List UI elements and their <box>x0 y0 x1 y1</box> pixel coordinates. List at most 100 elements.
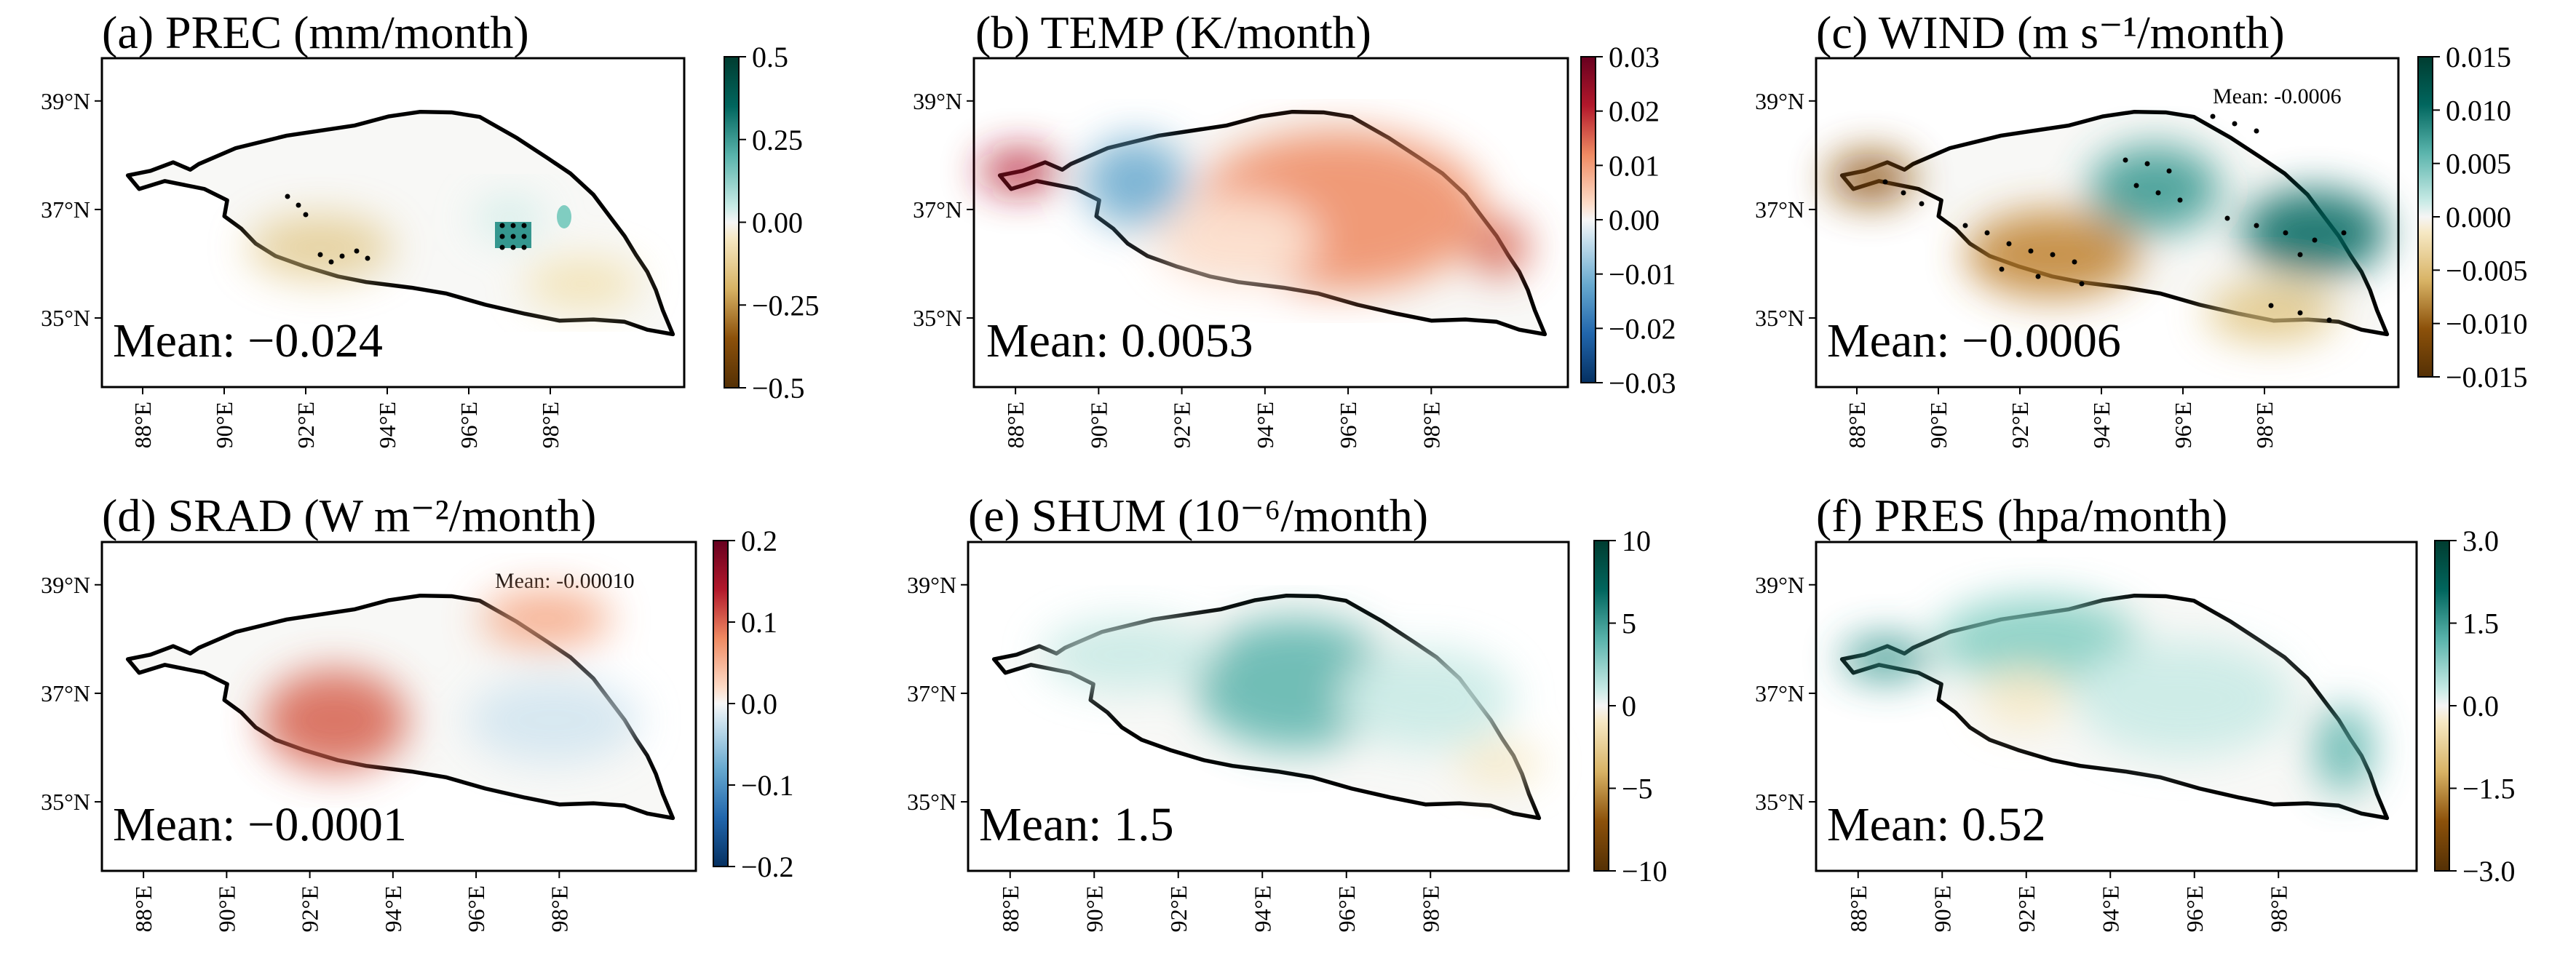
panel-a-lon-label: 92°E <box>293 402 319 448</box>
panel-e-lon-label: 94°E <box>1249 885 1275 932</box>
panel-d-title: (d) SRAD (W m⁻²/month) <box>102 490 596 541</box>
panel-f-colorbar-label: 3.0 <box>2462 525 2499 557</box>
panel-c-lat-label: 35°N <box>1755 305 1804 331</box>
panel-a-lon-label: 96°E <box>456 402 482 448</box>
panel-c: (c) WIND (m s⁻¹/month) Mean: -0.0006 <box>1815 7 2433 389</box>
panel-b-mean: Mean: 0.0053 <box>986 314 1253 367</box>
panel-e-lon-label: 90°E <box>1081 885 1107 932</box>
panel-e-lon-label: 88°E <box>997 885 1023 932</box>
panel-c-colorbar-label: 0.010 <box>2446 94 2511 127</box>
panel-a-map <box>128 112 673 335</box>
panel-d-lat-label: 39°N <box>41 572 90 598</box>
panel-e-colorbar-label: 0 <box>1622 690 1636 722</box>
panel-f-title: (f) PRES (hpa/month) <box>1816 490 2227 541</box>
panel-a-colorbar-label: 0.00 <box>752 207 803 239</box>
panel-e-map <box>994 596 1543 818</box>
panel-a-lat-label: 35°N <box>41 305 90 331</box>
panel-f-lat-label: 39°N <box>1755 572 1804 598</box>
panel-b-lon-label: 96°E <box>1335 402 1361 448</box>
panel-f-mean: Mean: 0.52 <box>1827 798 2046 851</box>
panel-c-colorbar-label: 0.005 <box>2446 148 2511 180</box>
panel-a-colorbar <box>724 56 740 389</box>
panel-c-lon-label: 96°E <box>2170 402 2196 448</box>
panel-d-colorbar-label: −0.2 <box>741 851 794 883</box>
panel-f-colorbar-label: 1.5 <box>2462 608 2499 640</box>
panel-a-lat-label: 39°N <box>41 88 90 114</box>
panel-b-colorbar-label: 0.01 <box>1609 149 1660 182</box>
panel-b-lon-label: 90°E <box>1085 402 1111 448</box>
panel-c-lat-label: 39°N <box>1755 88 1804 114</box>
panel-e: (e) SHUM (10⁻⁶/month) Mean: 1.5 <box>967 490 1609 872</box>
panel-f-lon-label: 88°E <box>1845 885 1871 932</box>
panel-b-lon-label: 88°E <box>1002 402 1029 448</box>
panel-e-lon-label: 96°E <box>1333 885 1360 932</box>
panel-c-map <box>1827 112 2387 342</box>
panel-a-mean: Mean: −0.024 <box>113 314 383 367</box>
panel-a-lon-label: 90°E <box>211 402 237 448</box>
panel-c-lon-label: 90°E <box>1925 402 1951 448</box>
panel-b-lon-label: 94°E <box>1252 402 1278 448</box>
panel-c-colorbar-label: −0.015 <box>2446 361 2528 394</box>
panel-c-lon-label: 94°E <box>2088 402 2115 448</box>
panel-e-colorbar-label: −10 <box>1622 855 1668 888</box>
panel-f-colorbar-label: 0.0 <box>2462 690 2499 722</box>
panel-f-colorbar <box>2434 540 2450 872</box>
panel-f-lon-label: 90°E <box>1929 885 1955 932</box>
panel-c-annotation: Mean: -0.0006 <box>2213 84 2342 108</box>
panel-d-colorbar-label: −0.1 <box>741 769 794 802</box>
panel-f-map <box>1842 596 2387 818</box>
panel-e-colorbar-label: 5 <box>1622 608 1636 640</box>
panel-a-colorbar-label: −0.25 <box>752 289 820 322</box>
panel-d-lat-label: 35°N <box>41 789 90 815</box>
panel-e-mean: Mean: 1.5 <box>979 798 1174 851</box>
panel-d-colorbar-label: 0.0 <box>741 688 777 720</box>
panel-b-colorbar-label: 0.03 <box>1609 41 1660 73</box>
panel-a-lat-label: 37°N <box>41 196 90 223</box>
panel-b-colorbar-label: −0.01 <box>1609 258 1676 291</box>
panel-a-colorbar-label: 0.25 <box>752 124 803 156</box>
panel-d-lon-label: 90°E <box>213 885 239 932</box>
panel-c-colorbar-label: 0.015 <box>2446 41 2511 73</box>
panel-f: (f) PRES (hpa/month) Mean: 0.52 <box>1815 490 2450 872</box>
panel-d-colorbar-label: 0.2 <box>741 525 777 557</box>
panel-c-title: (c) WIND (m s⁻¹/month) <box>1816 7 2285 58</box>
panel-b-colorbar-label: −0.02 <box>1609 312 1676 345</box>
panel-e-title: (e) SHUM (10⁻⁶/month) <box>968 490 1428 541</box>
panel-d-lon-label: 88°E <box>130 885 156 932</box>
panel-e-lat-label: 37°N <box>907 680 956 706</box>
panel-f-lon-label: 94°E <box>2097 885 2123 932</box>
panel-a-stipple <box>285 194 527 265</box>
panel-b-lat-label: 35°N <box>913 305 962 331</box>
panel-a-colorbar-label: 0.5 <box>752 41 788 73</box>
panel-b-lat-label: 39°N <box>913 88 962 114</box>
panel-d-lon-label: 92°E <box>297 885 323 932</box>
panel-b-colorbar-label: −0.03 <box>1609 367 1676 399</box>
panel-c-colorbar-label: 0.000 <box>2446 201 2511 234</box>
panel-b-map <box>979 112 1545 335</box>
panel-b-colorbar-label: 0.00 <box>1609 204 1660 236</box>
panel-d-mean: Mean: −0.0001 <box>113 798 407 851</box>
panel-f-lat-label: 37°N <box>1755 680 1804 706</box>
panel-f-colorbar-label: −3.0 <box>2462 855 2516 888</box>
panel-c-colorbar-label: −0.005 <box>2446 254 2528 287</box>
panel-c-lat-label: 37°N <box>1755 196 1804 223</box>
panel-d: (d) SRAD (W m⁻²/month) Mean: -0.00010 Me… <box>100 490 729 872</box>
panel-c-lon-label: 88°E <box>1844 402 1870 448</box>
panel-f-lat-label: 35°N <box>1755 789 1804 815</box>
panel-b-lat-label: 37°N <box>913 196 962 223</box>
panel-b-lon-label: 92°E <box>1169 402 1195 448</box>
panel-d-lat-label: 37°N <box>41 680 90 706</box>
panel-e-lon-label: 98°E <box>1417 885 1443 932</box>
axes-layer: 39°N 37°N 35°N 88°E 90°E 92°E 94°E 96°E 98°E 0.5 0… <box>41 41 2527 932</box>
panel-c-lon-label: 98°E <box>2251 402 2278 448</box>
panel-b-colorbar <box>1580 56 1596 383</box>
panel-d-map <box>128 589 673 818</box>
panel-e-colorbar-label: −5 <box>1622 773 1653 805</box>
panel-d-colorbar <box>713 540 729 867</box>
panel-e-lon-label: 92°E <box>1165 885 1192 932</box>
panel-a-colorbar-label: −0.5 <box>752 372 805 405</box>
panel-a-title: (a) PREC (mm/month) <box>102 7 529 58</box>
panel-b: (b) TEMP (K/month) Mean: 0.0053 <box>972 7 1596 389</box>
panel-e-colorbar-label: 10 <box>1622 525 1651 557</box>
